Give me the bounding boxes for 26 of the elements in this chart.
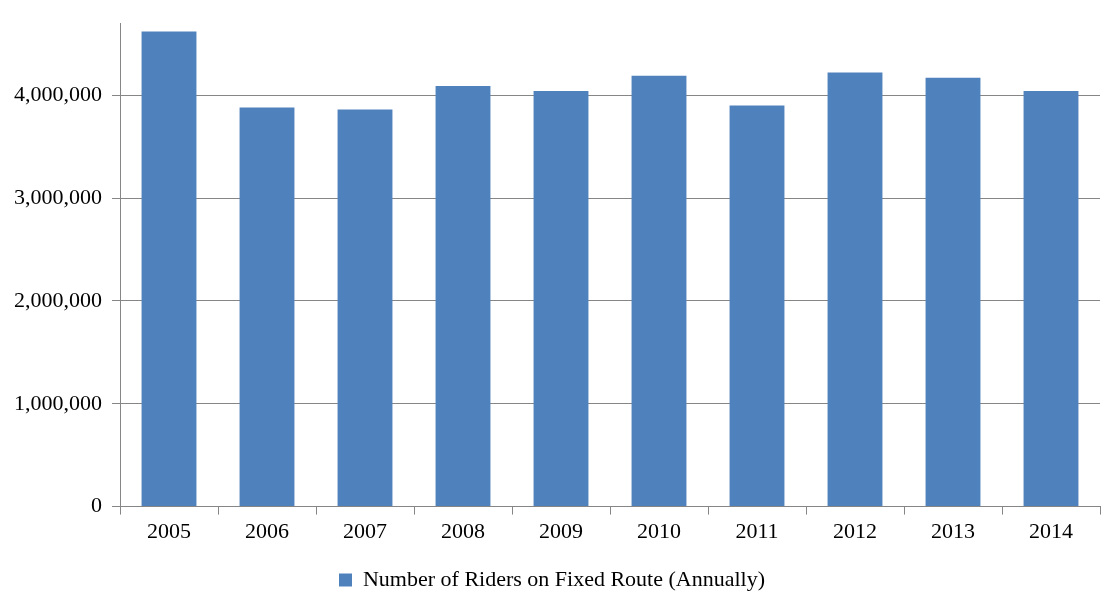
bar (239, 107, 295, 507)
bar (827, 72, 883, 507)
y-tick-label: 4,000,000 (14, 80, 102, 106)
x-tick-label: 2006 (245, 517, 289, 543)
x-tick-label: 2007 (343, 517, 387, 543)
x-tick-label: 2013 (931, 517, 975, 543)
bar (435, 85, 491, 507)
legend-label: Number of Riders on Fixed Route (Annually) (362, 565, 766, 591)
y-tick-label: 0 (91, 492, 102, 518)
bar (533, 91, 589, 507)
x-tick-label: 2009 (539, 517, 583, 543)
x-tick-label: 2005 (147, 517, 191, 543)
x-tick-label: 2010 (637, 517, 681, 543)
bar (337, 109, 393, 507)
y-tick-label: 3,000,000 (14, 183, 102, 209)
x-tick-label: 2008 (441, 517, 485, 543)
bar (1023, 91, 1079, 507)
bar (141, 31, 197, 507)
x-tick-label: 2012 (833, 517, 877, 543)
y-tick-label: 1,000,000 (14, 389, 102, 415)
bar (631, 75, 687, 507)
y-tick-label: 2,000,000 (14, 286, 102, 312)
x-tick-label: 2014 (1029, 517, 1073, 543)
bar (925, 77, 981, 507)
x-tick-label: 2011 (735, 517, 779, 543)
bar (729, 105, 785, 507)
